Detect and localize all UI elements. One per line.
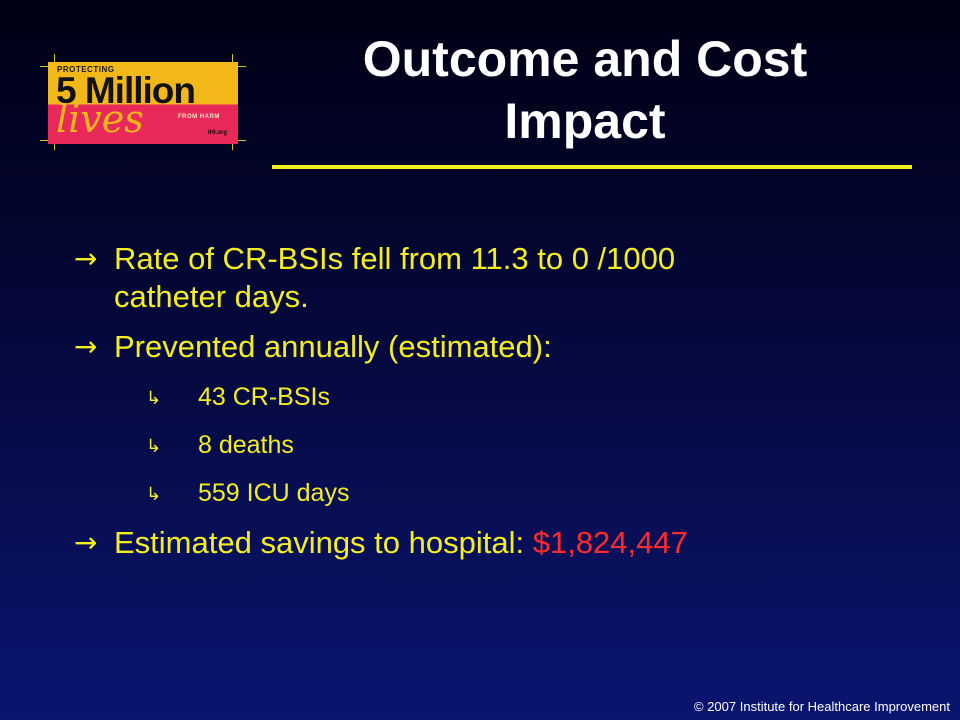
copyright-footer: © 2007 Institute for Healthcare Improvem… <box>694 699 950 714</box>
logo-protecting-text: PROTECTING <box>57 65 115 74</box>
logo-million-text: 5 Million <box>56 70 196 111</box>
arrow-bullet-icon: → <box>74 242 98 275</box>
slide-title-line-2: Impact <box>504 93 666 149</box>
sub-bullet-item: ↳ 8 deaths <box>60 430 920 460</box>
bullet-text-line: Rate of CR-BSIs fell from 11.3 to 0 /100… <box>114 241 676 276</box>
return-arrow-icon: ↳ <box>146 436 162 457</box>
slide-title-line-1: Outcome and Cost <box>362 31 808 87</box>
logo-ihi-text: IHI.org <box>208 130 227 136</box>
savings-amount: $1,824,447 <box>532 525 688 560</box>
logo-badge: PROTECTING 5 Million lives FROM HARM IHI… <box>48 62 238 144</box>
arrow-bullet-icon: → <box>74 330 98 363</box>
sub-bullet-text: 8 deaths <box>198 431 294 459</box>
bullet-text: Prevented annually (estimated): <box>114 329 552 364</box>
sub-bullet-item: ↳ 43 CR-BSIs <box>60 382 920 412</box>
return-arrow-icon: ↳ <box>146 388 162 409</box>
sub-bullet-item: ↳ 559 ICU days <box>60 478 920 508</box>
sub-bullet-text: 559 ICU days <box>198 479 350 507</box>
bullet-text-line: catheter days. <box>114 279 309 314</box>
logo-from-harm-text: FROM HARM <box>178 114 220 120</box>
bullet-text: Estimated savings to hospital: <box>114 525 533 560</box>
logo-lives-text: lives <box>56 97 144 141</box>
bullet-item-savings: → Estimated savings to hospital: $1,824,… <box>60 524 920 562</box>
bullet-item-prevented: → Prevented annually (estimated): <box>60 328 920 366</box>
title-underline <box>272 165 912 169</box>
bullet-list: → Rate of CR-BSIs fell from 11.3 to 0 /1… <box>60 240 920 562</box>
arrow-bullet-icon: → <box>74 526 98 559</box>
five-million-lives-logo: PROTECTING 5 Million lives FROM HARM IHI… <box>40 54 246 150</box>
sub-bullet-text: 43 CR-BSIs <box>198 383 330 411</box>
bullet-item-rate: → Rate of CR-BSIs fell from 11.3 to 0 /1… <box>60 240 920 316</box>
return-arrow-icon: ↳ <box>146 484 162 505</box>
slide-title: Outcome and Cost Impact <box>280 28 890 152</box>
